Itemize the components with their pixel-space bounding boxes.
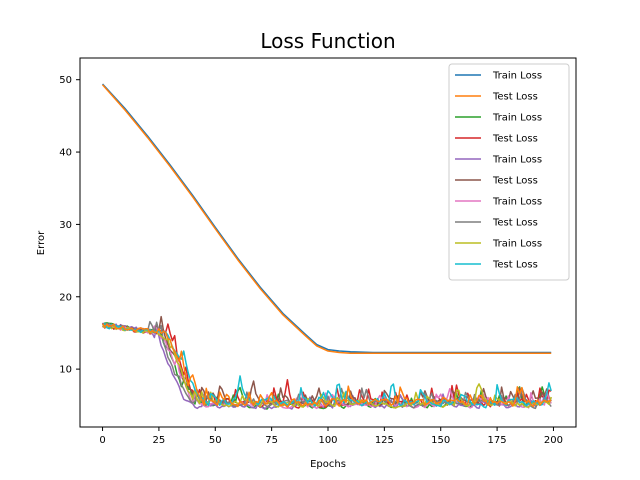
legend-label: Train Loss xyxy=(492,197,542,208)
series-line-10 xyxy=(102,323,552,409)
x-tick-label: 125 xyxy=(375,435,394,446)
series-line-2 xyxy=(101,84,552,354)
x-tick-label: 50 xyxy=(209,435,222,446)
series-line-9 xyxy=(102,324,552,409)
x-tick-label: 200 xyxy=(544,435,563,446)
y-tick-label: 10 xyxy=(59,365,72,376)
legend-label: Train Loss xyxy=(492,113,542,124)
legend-label: Train Loss xyxy=(492,239,542,250)
legend-label: Test Loss xyxy=(492,176,538,187)
y-tick-label: 30 xyxy=(59,220,72,231)
x-axis: 0 25 50 75 100 125 150 175 200 xyxy=(99,427,563,446)
x-axis-label: Epochs xyxy=(310,459,346,470)
x-tick-label: 175 xyxy=(488,435,507,446)
series-line-11 xyxy=(101,323,552,408)
y-tick-label: 50 xyxy=(59,75,72,86)
y-tick-label: 20 xyxy=(59,292,72,303)
legend: Train Loss Test Loss Train Loss Test Loss Tr… xyxy=(448,63,570,281)
y-axis-label: Error xyxy=(36,230,47,255)
x-tick-label: 75 xyxy=(265,435,278,446)
legend-label: Test Loss xyxy=(492,218,538,229)
y-tick-label: 40 xyxy=(59,148,72,159)
legend-label: Train Loss xyxy=(492,71,542,82)
legend-box xyxy=(448,63,570,281)
series-line-1 xyxy=(101,83,552,354)
legend-label: Test Loss xyxy=(492,134,538,145)
x-tick-label: 100 xyxy=(318,435,337,446)
x-tick-label: 150 xyxy=(431,435,450,446)
y-axis: 10 20 30 40 50 xyxy=(59,75,80,376)
series-layer xyxy=(101,83,552,410)
x-tick-label: 25 xyxy=(153,435,166,446)
chart-title: Loss Function xyxy=(260,29,395,53)
legend-label: Train Loss xyxy=(492,155,542,166)
x-tick-label: 0 xyxy=(99,435,105,446)
legend-label: Test Loss xyxy=(492,260,538,271)
legend-label: Test Loss xyxy=(492,92,538,103)
series-line-8 xyxy=(102,320,552,410)
